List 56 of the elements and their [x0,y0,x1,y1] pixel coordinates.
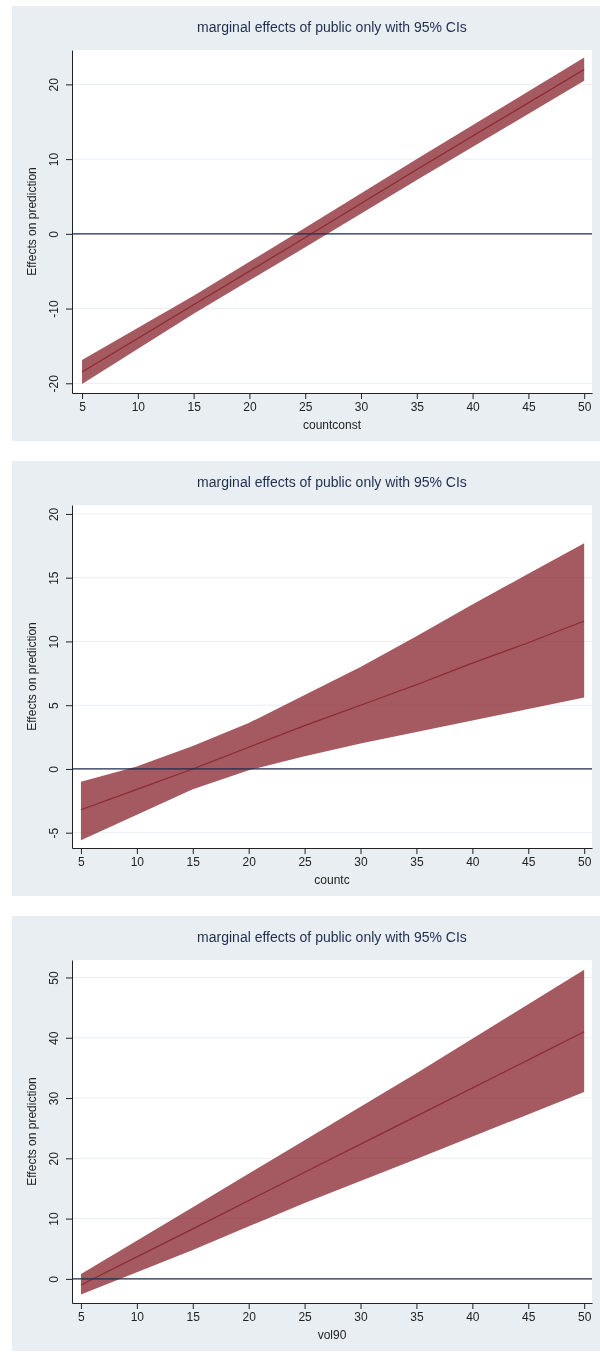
x-tick-label: 20 [242,854,257,869]
x-tick-label: 40 [466,854,480,869]
y-tick-label: -5 [47,827,61,839]
x-tick-label: 15 [187,399,202,414]
x-tick-label: 50 [577,854,592,869]
x-tick-label: 25 [298,854,313,869]
y-tick-label: 20 [47,507,61,522]
y-tick-label: 5 [47,702,61,710]
y-tick-label: 20 [47,77,61,92]
y-tick-label: 0 [47,230,61,238]
y-tick-label: -10 [47,300,61,318]
x-tick-label: 45 [522,1309,536,1324]
chart-title: marginal effects of public only with 95% CIs [197,929,467,945]
x-tick-label: 10 [130,1309,145,1324]
x-tick-label: 5 [78,1309,86,1324]
y-tick-label: 50 [47,970,61,985]
y-tick-label: 10 [47,1212,61,1226]
y-axis-title: Effects on prediction [25,167,39,276]
x-tick-label: 5 [79,399,87,414]
x-tick-label: 25 [298,1309,313,1324]
y-tick-label: 0 [47,1275,61,1283]
y-tick-label: 10 [47,152,61,167]
x-tick-label: 20 [243,399,257,414]
x-tick-label: 30 [354,854,369,869]
x-tick-label: 45 [522,399,536,414]
chart-title: marginal effects of public only with 95% CIs [197,19,467,35]
y-axis-title: Effects on prediction [25,622,39,731]
x-tick-label: 40 [466,1309,480,1324]
x-tick-label: 5 [78,854,86,869]
y-tick-label: -20 [47,374,61,393]
x-tick-label: 50 [577,1309,592,1324]
x-tick-label: 35 [410,854,424,869]
x-tick-label: 15 [186,1309,201,1324]
x-tick-label: 45 [522,854,536,869]
y-tick-label: 20 [47,1151,61,1166]
x-tick-label: 30 [354,399,369,414]
x-tick-label: 25 [299,399,313,414]
x-tick-label: 35 [410,1309,424,1324]
x-tick-label: 10 [130,854,145,869]
y-tick-label: 30 [47,1091,61,1106]
x-tick-label: 30 [354,1309,369,1324]
chart-title: marginal effects of public only with 95% CIs [197,474,467,490]
x-tick-label: 15 [186,854,201,869]
x-tick-label: 40 [466,399,481,414]
x-tick-label: 50 [578,399,592,414]
y-tick-label: 10 [47,634,61,649]
x-axis-title: vol90 [317,1328,347,1342]
y-tick-label: 15 [47,571,61,585]
x-axis-title: countc [314,873,350,887]
y-tick-label: 0 [47,765,61,773]
x-axis-title: countconst [302,418,362,432]
y-axis-title: Effects on prediction [25,1077,39,1186]
x-tick-label: 35 [410,399,425,414]
x-tick-label: 10 [131,399,146,414]
y-tick-label: 40 [47,1031,61,1045]
x-tick-label: 20 [242,1309,257,1324]
